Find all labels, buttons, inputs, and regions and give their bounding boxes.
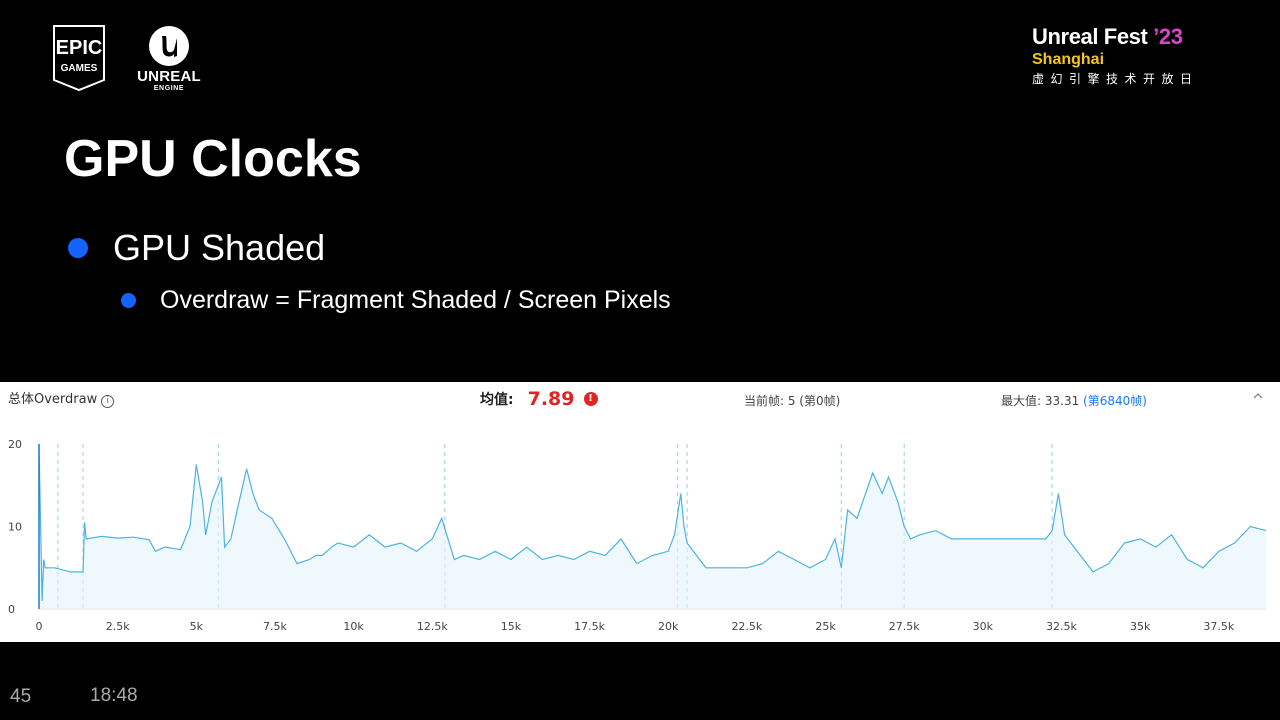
x-tick-label: 12.5k: [417, 620, 448, 633]
epic-logo-text: EPIC: [56, 37, 103, 59]
metric-name: 总体Overdraw: [8, 392, 98, 407]
event-year: ’23: [1153, 24, 1183, 49]
x-tick-label: 27.5k: [889, 620, 920, 633]
x-tick-label: 25k: [815, 620, 836, 633]
bullet-gpu-shaded: GPU Shaded: [68, 225, 325, 271]
x-tick-label: 30k: [973, 620, 994, 633]
overdraw-chart-panel: 0 10 20 0 2.5k 5k 7.5k 10k 12.5k 15k 17.5k 20k 22.5k…: [0, 382, 1280, 642]
unreal-wordmark: UNREAL: [137, 68, 201, 85]
event-title: Unreal Fest ’23: [1032, 24, 1232, 50]
x-tick-label: 35k: [1130, 620, 1151, 633]
y-tick-label: 20: [8, 438, 22, 451]
x-tick-label: 15k: [501, 620, 522, 633]
overdraw-line-chart: 0 10 20 0 2.5k 5k 7.5k 10k 12.5k 15k 17.5k 20k 22.5k…: [8, 438, 1267, 633]
engine-wordmark: ENGINE: [153, 85, 185, 92]
info-icon[interactable]: i: [101, 395, 115, 408]
max-value-text: 最大值: 33.31: [1001, 394, 1084, 408]
unreal-engine-logo: UNREAL ENGINE: [128, 24, 210, 92]
event-name: Unreal Fest: [1032, 24, 1148, 49]
current-frame-readout: 当前帧: 5 (第0帧): [744, 394, 841, 408]
x-tick-label: 22.5k: [731, 620, 762, 633]
average-value: 7.89: [527, 388, 575, 410]
x-tick-label: 17.5k: [574, 620, 605, 633]
slide-title: GPU Clocks: [64, 130, 362, 188]
average-readout: 均值: 7.89 !: [480, 388, 598, 410]
average-label: 均值:: [480, 392, 514, 408]
x-tick-label: 7.5k: [263, 620, 287, 633]
x-tick-label: 32.5k: [1046, 620, 1077, 633]
x-tick-label: 0: [36, 620, 43, 633]
x-tick-label: 5k: [190, 620, 204, 633]
series-line: [38, 443, 1267, 601]
event-badge: Unreal Fest ’23 Shanghai 虚幻引擎技术开放日: [1032, 24, 1232, 88]
event-subtitle: 虚幻引擎技术开放日: [1032, 72, 1199, 86]
bullet-dot-icon: [121, 292, 136, 308]
epic-games-logo: EPIC GAMES: [50, 24, 108, 92]
chevron-up-icon[interactable]: [1251, 390, 1265, 404]
bullet-overdraw-formula: Overdraw = Fragment Shaded / Screen Pixe…: [121, 283, 671, 317]
epic-logo-subtext: GAMES: [61, 63, 98, 74]
y-tick-label: 0: [8, 603, 15, 616]
x-tick-label: 10k: [343, 620, 364, 633]
page-number: 45: [10, 686, 32, 707]
max-value-readout: 最大值: 33.31 (第6840帧): [1001, 392, 1147, 409]
series-area: [39, 444, 1266, 609]
bullet-text: GPU Shaded: [113, 227, 326, 268]
bullet-dot-icon: [68, 238, 88, 258]
x-tick-label: 20k: [658, 620, 679, 633]
unreal-u-icon: [149, 26, 189, 66]
x-tick-label: 37.5k: [1203, 620, 1234, 633]
x-tick-label: 2.5k: [106, 620, 130, 633]
event-city: Shanghai: [1032, 51, 1105, 68]
clock-time: 18:48: [90, 685, 138, 706]
max-frame-link[interactable]: (第6840帧): [1083, 394, 1147, 408]
warning-icon[interactable]: !: [583, 392, 598, 406]
bullet-text: Overdraw = Fragment Shaded / Screen Pixe…: [160, 286, 671, 314]
metric-label: 总体Overdraw i: [8, 391, 115, 409]
y-tick-label: 10: [8, 521, 22, 534]
